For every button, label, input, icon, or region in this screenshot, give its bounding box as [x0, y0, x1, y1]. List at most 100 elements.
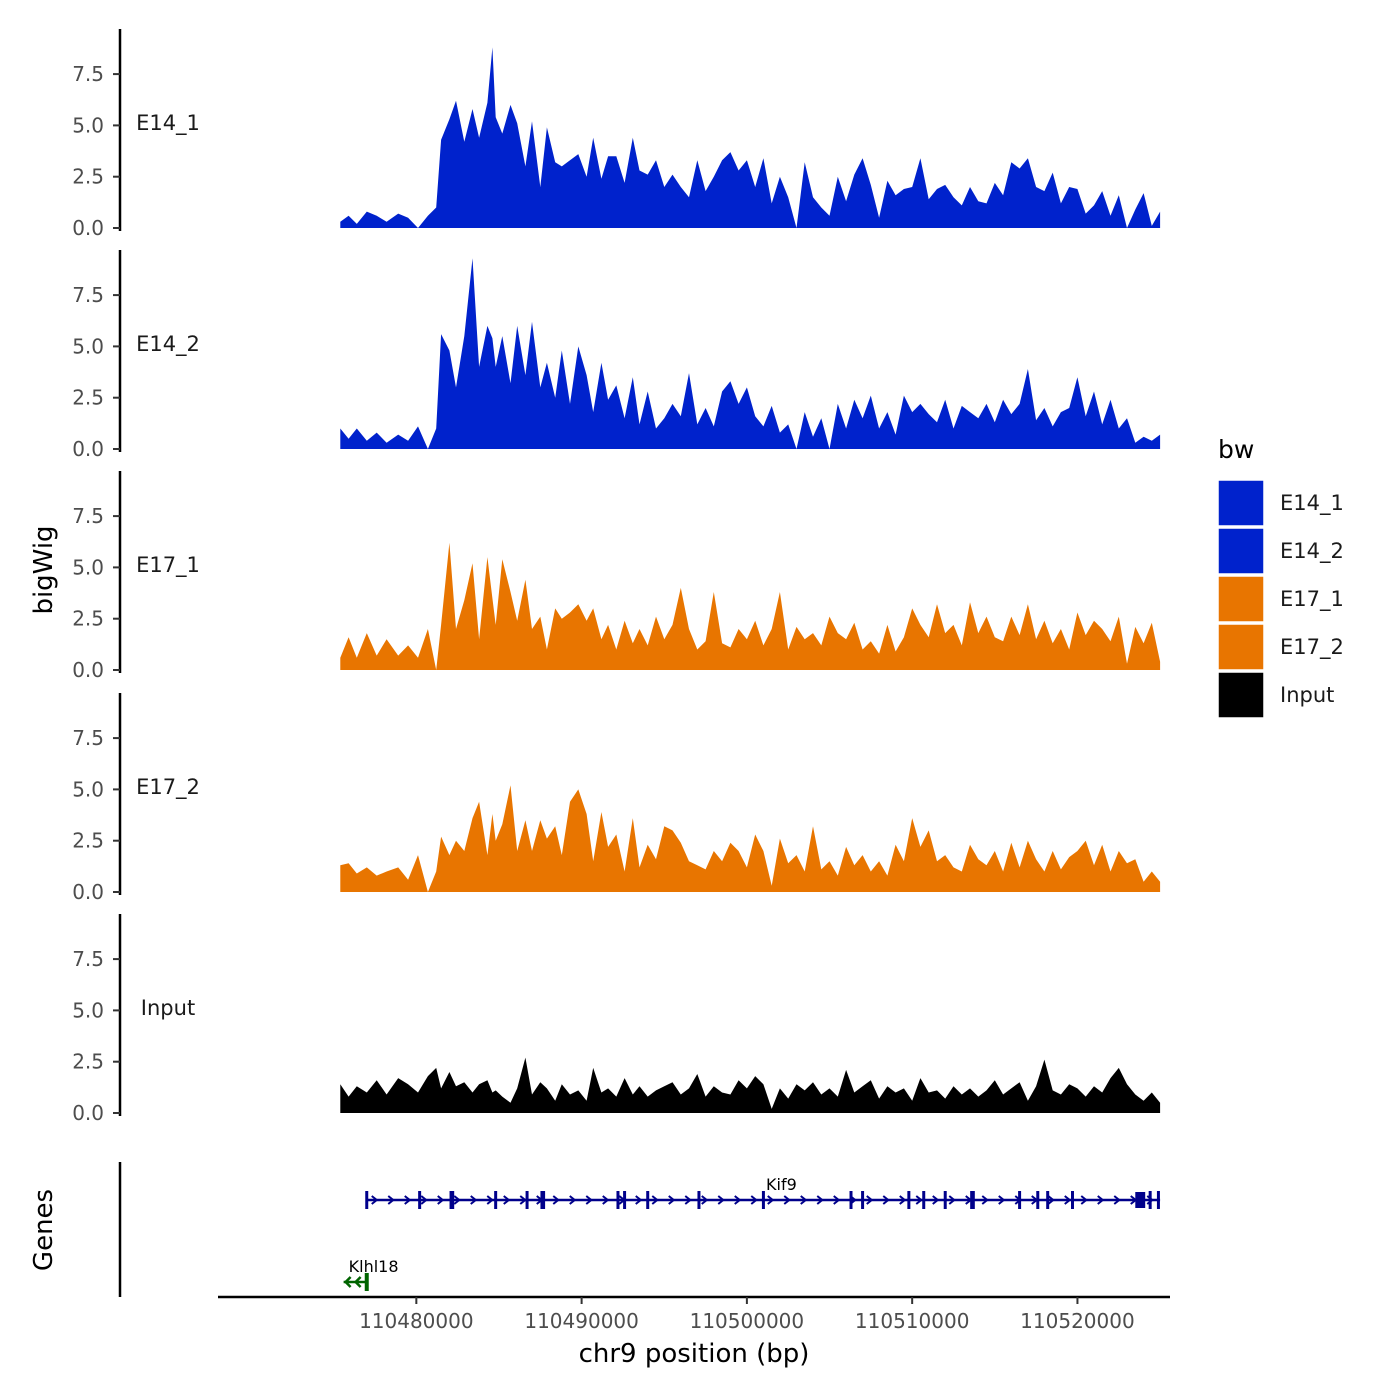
genes-axis-title: Genes — [29, 1189, 59, 1271]
x-axis-title: chr9 position (bp) — [579, 1339, 810, 1369]
y-tick-label: 7.5 — [72, 504, 104, 528]
strand-arrow — [470, 1195, 478, 1205]
gene-panel: Kif9 Klhl18 Genes — [29, 1162, 1161, 1297]
strand-arrow — [371, 1195, 379, 1205]
y-tick-label: 7.5 — [72, 947, 104, 971]
legend-label: E14_2 — [1280, 539, 1344, 564]
track-label: E17_2 — [136, 775, 200, 800]
strand-arrow — [1097, 1195, 1105, 1205]
y-tick-label: 7.5 — [72, 726, 104, 750]
x-tick-label: 110520000 — [1020, 1309, 1135, 1333]
coverage-area — [340, 47, 1161, 229]
y-tick-label: 7.5 — [72, 283, 104, 307]
strand-arrow — [1113, 1195, 1121, 1205]
strand-arrow — [899, 1195, 907, 1205]
strand-arrow — [602, 1195, 610, 1205]
track-e14-2: 0.0 2.5 5.0 7.5 E14_2 — [72, 250, 1161, 461]
coverage-area — [340, 1057, 1161, 1113]
y-tick-label: 0.0 — [72, 658, 104, 682]
strand-arrow — [651, 1195, 659, 1205]
strand-arrow — [998, 1195, 1006, 1205]
x-tick-label: 110500000 — [690, 1309, 805, 1333]
legend-swatch — [1217, 671, 1265, 719]
coverage-area — [340, 542, 1161, 670]
strand-arrow — [503, 1195, 511, 1205]
strand-arrow — [437, 1195, 445, 1205]
legend-label: E17_2 — [1280, 635, 1344, 660]
strand-arrow — [420, 1195, 428, 1205]
strand-arrow — [948, 1195, 956, 1205]
gene-label: Kif9 — [766, 1175, 797, 1194]
legend-label: Input — [1280, 683, 1334, 707]
strand-arrow — [981, 1195, 989, 1205]
strand-arrow — [816, 1195, 824, 1205]
y-tick-label: 5.0 — [72, 113, 104, 137]
strand-arrow — [404, 1195, 412, 1205]
x-tick-label: 110490000 — [524, 1309, 639, 1333]
strand-arrow — [552, 1195, 560, 1205]
strand-arrow — [684, 1195, 692, 1205]
y-tick-label: 5.0 — [72, 555, 104, 579]
track-input: 0.0 2.5 5.0 7.5 Input — [72, 914, 1161, 1125]
y-tick-label: 0.0 — [72, 1101, 104, 1125]
strand-arrow — [932, 1195, 940, 1205]
track-e17-2: 0.0 2.5 5.0 7.5 E17_2 — [72, 693, 1161, 904]
x-ticks: 110480000 110490000 110500000 110510000 1105… — [359, 1297, 1135, 1333]
legend-label: E14_1 — [1280, 491, 1344, 516]
legend-swatch — [1217, 479, 1265, 527]
track-e14-1: 0.0 2.5 5.0 7.5 E14_1 — [72, 29, 1161, 240]
y-tick-label: 0.0 — [72, 216, 104, 240]
y-tick-label: 2.5 — [72, 1050, 104, 1074]
strand-arrow — [343, 1276, 352, 1288]
y-tick-label: 0.0 — [72, 880, 104, 904]
y-tick-label: 0.0 — [72, 437, 104, 461]
strand-arrow — [1080, 1195, 1088, 1205]
x-tick-label: 110480000 — [359, 1309, 474, 1333]
legend-swatch — [1217, 623, 1265, 671]
y-tick-label: 2.5 — [72, 386, 104, 410]
strand-arrow — [519, 1195, 527, 1205]
gene-label: Klhl18 — [349, 1257, 399, 1276]
strand-arrow — [1064, 1195, 1072, 1205]
strand-arrow — [800, 1195, 808, 1205]
y-tick-label: 2.5 — [72, 607, 104, 631]
strand-arrow — [915, 1195, 923, 1205]
strand-arrow — [486, 1195, 494, 1205]
strand-arrow — [734, 1195, 742, 1205]
strand-arrow — [668, 1195, 676, 1205]
y-tick-label: 5.0 — [72, 777, 104, 801]
legend-entries: E14_1 E14_2 E17_1 E17_2 Input — [1217, 479, 1344, 719]
strand-arrow — [866, 1195, 874, 1205]
track-label: E17_1 — [136, 553, 200, 578]
strand-arrow — [353, 1276, 362, 1288]
coverage-area — [340, 785, 1161, 892]
legend: bw E14_1 E14_2 E17_1 E17_2 Input — [1217, 435, 1344, 719]
strand-arrow — [783, 1195, 791, 1205]
strand-arrow — [453, 1195, 461, 1205]
y-tick-label: 2.5 — [72, 165, 104, 189]
x-axis: 110480000 110490000 110500000 110510000 1105… — [218, 1295, 1170, 1369]
strand-arrow — [387, 1195, 395, 1205]
strand-arrow — [635, 1195, 643, 1205]
strand-arrow — [750, 1195, 758, 1205]
gene-exon-block — [1135, 1192, 1146, 1208]
strand-arrow — [569, 1195, 577, 1205]
y-tick-label: 7.5 — [72, 62, 104, 86]
legend-swatch — [1217, 575, 1265, 623]
coverage-area — [340, 258, 1161, 449]
strand-arrow — [1047, 1195, 1055, 1205]
gene-models: Kif9 Klhl18 — [343, 1175, 1161, 1291]
y-tick-label: 5.0 — [72, 334, 104, 358]
legend-title: bw — [1218, 435, 1254, 464]
strand-arrow — [882, 1195, 890, 1205]
legend-label: E17_1 — [1280, 587, 1344, 612]
track-e17-1: 0.0 2.5 5.0 7.5 E17_1 — [72, 471, 1161, 682]
y-tick-label: 5.0 — [72, 998, 104, 1022]
x-tick-label: 110510000 — [855, 1309, 970, 1333]
strand-arrow — [585, 1195, 593, 1205]
strand-arrow — [701, 1195, 709, 1205]
strand-arrow — [833, 1195, 841, 1205]
y-axis-title: bigWig — [29, 525, 59, 614]
gene-kif9: Kif9 — [365, 1175, 1161, 1209]
